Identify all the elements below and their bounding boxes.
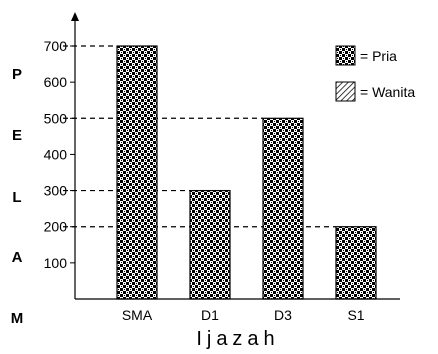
y-axis-label-letter: M (11, 310, 24, 327)
y-tick-label: 100 (44, 255, 68, 271)
legend-label: = Pria (360, 48, 397, 64)
x-tick-label: SMA (122, 307, 153, 323)
x-tick-label: S1 (347, 307, 364, 323)
bars (116, 45, 377, 300)
y-axis-label-letter: P (12, 66, 22, 83)
x-tick-label: D1 (201, 307, 219, 323)
legend-swatch-wanita (335, 81, 356, 102)
y-axis-label-letter: L (12, 189, 21, 206)
bar-d1 (189, 189, 231, 300)
y-tick-label: 500 (44, 110, 68, 126)
y-ticks: 100 200 300 400 500 600 700 (44, 38, 75, 271)
y-tick-label: 200 (44, 219, 68, 235)
y-axis-label-letter: E (12, 127, 22, 144)
x-category-labels: SMA D1 D3 S1 (122, 307, 365, 323)
y-axis-label: P E L A M (11, 66, 24, 327)
y-axis-label-letter: A (12, 249, 23, 266)
y-axis-arrow (71, 12, 79, 21)
legend: = Pria = Wanita (335, 45, 415, 102)
y-tick-label: 300 (44, 183, 68, 199)
bar-s1 (335, 226, 377, 300)
legend-label: = Wanita (360, 84, 415, 100)
x-axis-title: Ijazah (196, 328, 279, 350)
y-tick-label: 700 (44, 38, 68, 54)
x-tick-label: D3 (274, 307, 292, 323)
bar-sma (116, 45, 158, 300)
y-tick-label: 600 (44, 74, 68, 90)
y-tick-label: 400 (44, 146, 68, 162)
bar-d3 (262, 117, 304, 300)
legend-swatch-pria (335, 45, 356, 66)
